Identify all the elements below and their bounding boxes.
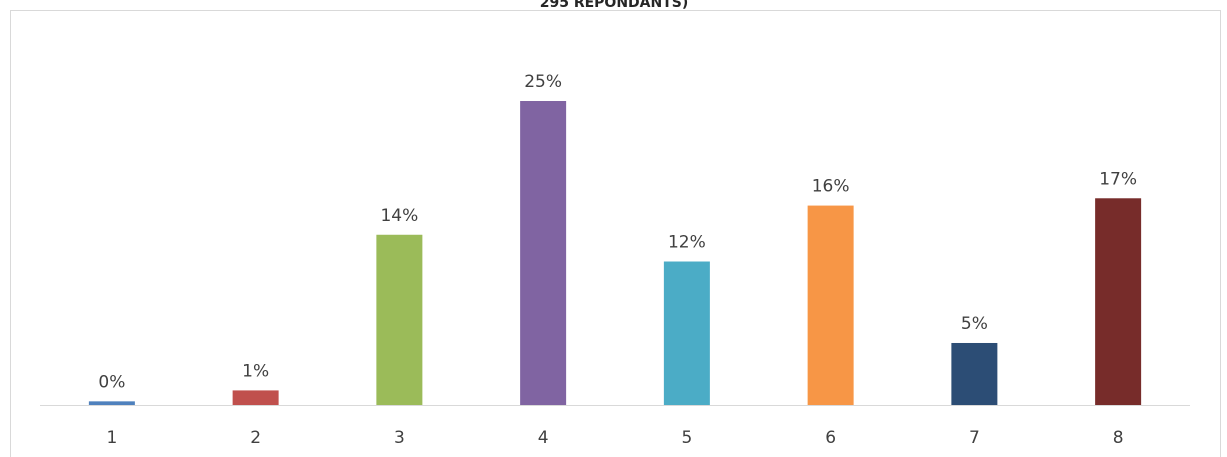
value-label: 14% [380,206,418,226]
value-label: 5% [961,314,988,334]
value-label: 1% [242,361,269,381]
value-label: 25% [524,72,562,92]
chart-title: 295 REPONDANTS) [540,0,689,11]
chart-frame [10,10,1221,457]
value-label: 17% [1099,169,1137,189]
bar [663,261,710,405]
value-label: 12% [668,233,706,253]
bar [1095,198,1142,405]
bar [807,205,854,405]
bar [951,342,998,405]
bar [376,234,423,405]
value-label: 16% [812,177,850,197]
bar [520,101,567,405]
bar [88,401,135,405]
value-label: 0% [98,372,125,392]
x-tick-label: 1 [106,428,117,448]
x-tick-label: 2 [250,428,261,448]
x-tick-label: 7 [969,428,980,448]
x-tick-label: 3 [394,428,405,448]
x-tick-label: 6 [825,428,836,448]
x-tick-label: 4 [538,428,549,448]
x-tick-label: 5 [681,428,692,448]
x-tick-label: 8 [1113,428,1124,448]
bar [232,390,279,405]
